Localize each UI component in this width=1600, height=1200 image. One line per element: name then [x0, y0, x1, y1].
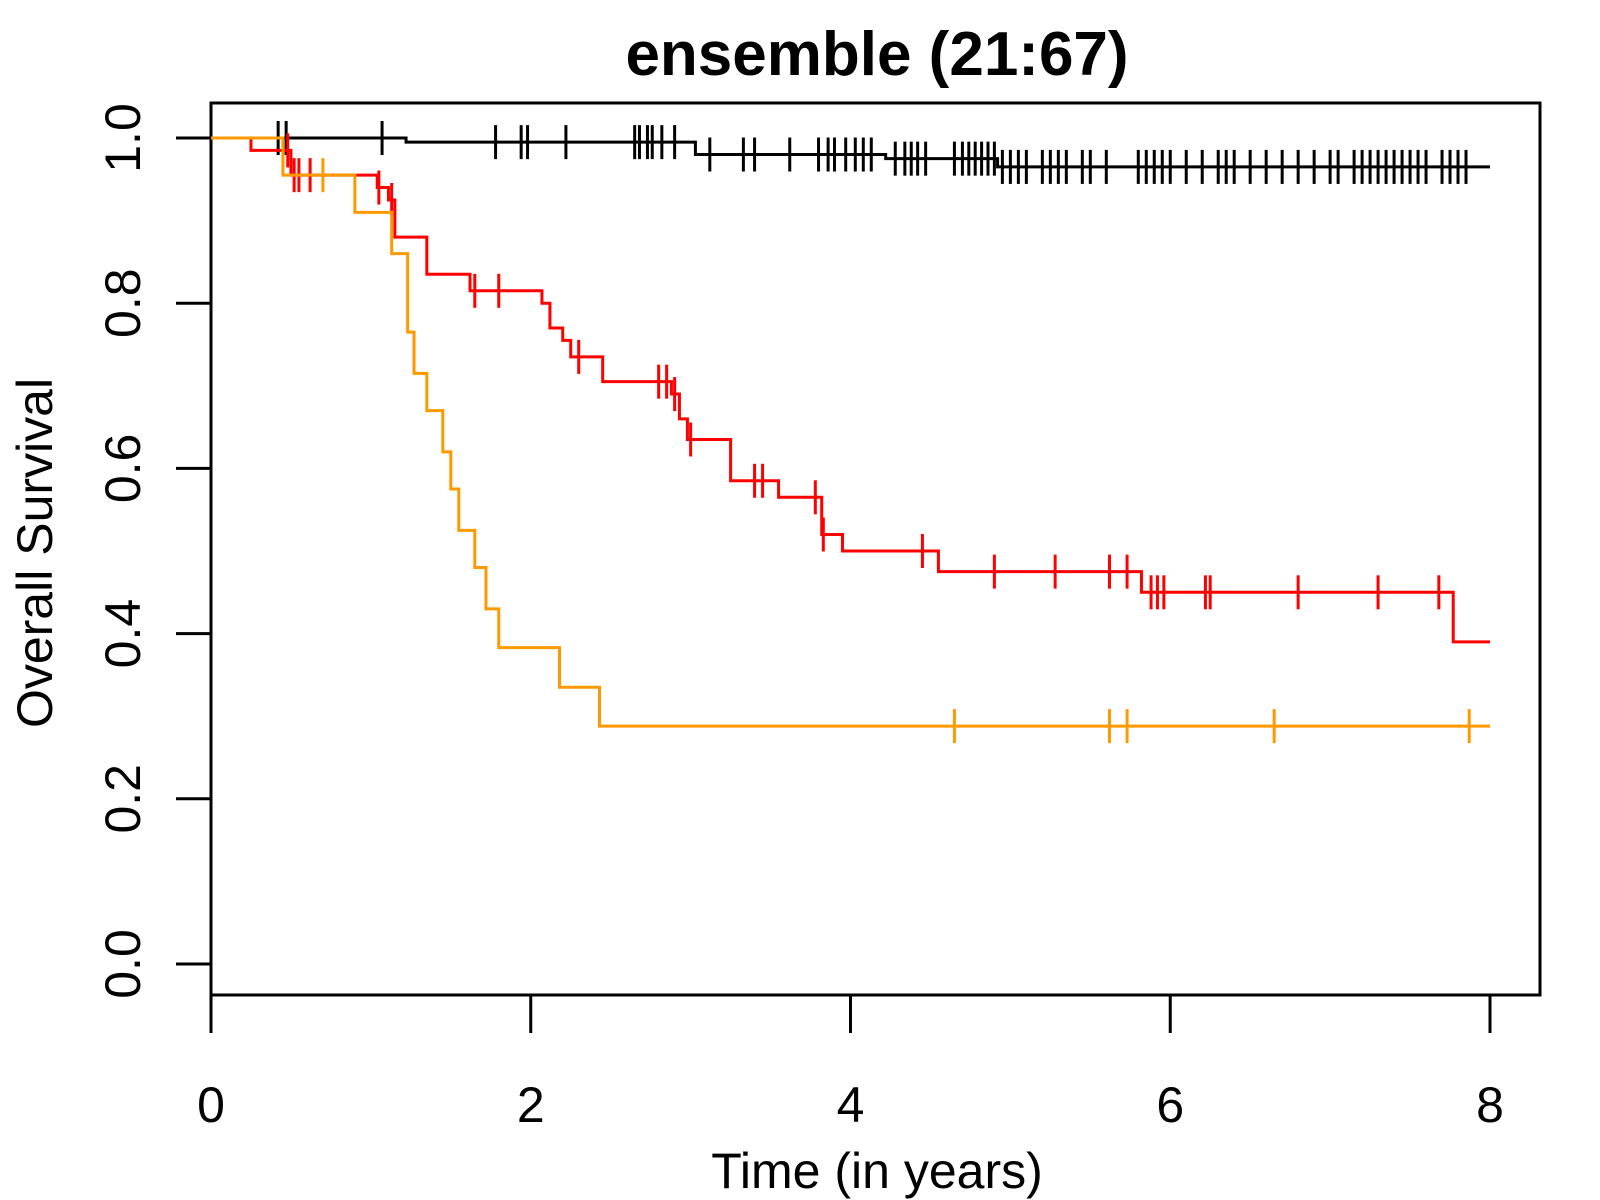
y-axis-label: Overall Survival [7, 378, 63, 728]
survival-curve [211, 136, 1490, 728]
y-tick-label: 1.0 [95, 103, 151, 173]
series-0 [211, 121, 1490, 184]
series-2 [211, 136, 1490, 744]
series-layer [211, 121, 1490, 744]
y-tick-label: 0.0 [95, 929, 151, 999]
x-tick-label: 0 [197, 1077, 225, 1133]
x-tick-label: 4 [837, 1077, 865, 1133]
y-axis: 0.0 0.2 0.4 0.6 0.8 1.0 [95, 103, 213, 999]
y-tick-label: 0.6 [95, 434, 151, 504]
chart-title: ensemble (21:67) [625, 20, 1128, 89]
y-tick-label: 0.4 [95, 599, 151, 669]
x-tick-label: 8 [1476, 1077, 1504, 1133]
x-tick-label: 2 [517, 1077, 545, 1133]
x-axis: 0 2 4 6 8 [197, 993, 1504, 1133]
series-1 [211, 133, 1490, 644]
y-tick-label: 0.2 [95, 764, 151, 834]
survival-curve [211, 136, 1490, 644]
x-tick-label: 6 [1156, 1077, 1184, 1133]
x-axis-label: Time (in years) [711, 1143, 1043, 1199]
y-tick-label: 0.8 [95, 268, 151, 338]
